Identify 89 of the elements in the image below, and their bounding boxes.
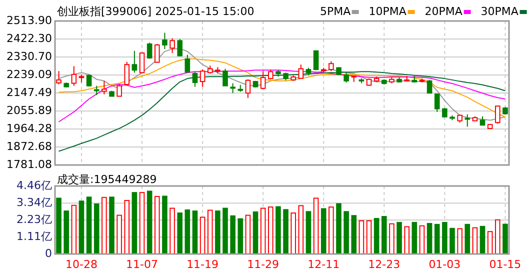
bar — [358, 220, 364, 254]
bar — [480, 226, 486, 254]
bar — [177, 212, 182, 254]
bar — [450, 228, 455, 254]
bar — [192, 210, 198, 254]
legend-label: 20PMA — [424, 5, 463, 18]
y-tick-label: 2330.70 — [6, 50, 52, 64]
x-tick-label: 11-29 — [247, 258, 280, 271]
bar — [71, 204, 77, 254]
bar — [200, 216, 206, 254]
bar — [495, 219, 500, 254]
y-tick-label: 0 — [45, 247, 52, 260]
x-tick-label: 10-28 — [66, 258, 98, 271]
bar — [472, 227, 478, 254]
bar — [170, 208, 175, 254]
bar — [230, 215, 236, 254]
bar — [124, 200, 130, 254]
bar — [132, 192, 138, 254]
bar — [389, 223, 394, 254]
bar — [116, 214, 122, 254]
bar — [102, 196, 107, 254]
bar — [382, 216, 387, 254]
bar — [396, 222, 402, 254]
x-tick-label: 11-07 — [126, 258, 158, 271]
bar — [94, 203, 100, 254]
bar — [162, 196, 168, 254]
bar — [457, 228, 462, 254]
bar — [434, 224, 440, 254]
chart-title: 成交量:195449289 — [57, 173, 157, 186]
bar — [78, 200, 84, 254]
bar — [238, 218, 244, 254]
bar — [109, 196, 114, 254]
x-tick-label: 12-11 — [308, 258, 340, 271]
bar — [502, 224, 508, 254]
bar — [298, 205, 304, 254]
line-series — [58, 58, 506, 118]
bar — [146, 190, 152, 254]
chart-title: 创业板指[399006] 2025-01-15 15:00 — [57, 5, 254, 18]
y-tick-label: 2422.30 — [6, 32, 52, 46]
bar — [419, 225, 425, 254]
x-tick-label: 01-15 — [489, 258, 522, 271]
bar — [306, 211, 312, 254]
bar — [260, 208, 266, 254]
bar — [64, 210, 69, 254]
bar — [487, 231, 493, 254]
y-tick-label: 2513.90 — [6, 14, 52, 28]
legend-label: 30PMA — [480, 5, 519, 18]
bar — [290, 212, 296, 254]
bar — [56, 198, 62, 254]
bar — [351, 215, 357, 254]
bar — [328, 206, 334, 254]
bar — [268, 206, 274, 254]
bar — [412, 222, 418, 254]
bar — [154, 196, 160, 254]
bar — [86, 196, 92, 254]
bar — [404, 226, 410, 254]
y-tick-label: 1964.28 — [6, 122, 52, 136]
bar — [252, 211, 258, 254]
bar — [426, 223, 432, 254]
bar — [442, 222, 448, 254]
bar — [184, 209, 190, 254]
bar — [313, 198, 319, 254]
y-tick-label: 1872.68 — [6, 140, 52, 154]
x-tick-label: 12-23 — [368, 258, 400, 271]
bar — [374, 218, 380, 254]
y-tick-label: 4.46亿 — [16, 179, 52, 192]
y-tick-label: 2147.49 — [6, 86, 52, 100]
y-tick-label: 2055.89 — [6, 104, 52, 118]
y-tick-label: 3.34亿 — [16, 196, 52, 210]
bar — [366, 220, 372, 254]
bar — [344, 211, 349, 254]
bar — [276, 206, 281, 254]
y-tick-label: 1781.08 — [6, 158, 52, 172]
bar — [139, 192, 145, 254]
bar — [207, 210, 213, 254]
x-tick-label: 11-19 — [186, 258, 219, 271]
bar — [215, 210, 220, 254]
legend-label: 10PMA — [368, 5, 407, 18]
bar — [283, 209, 288, 254]
bar — [320, 208, 326, 254]
y-tick-label: 1.11亿 — [16, 230, 52, 244]
x-tick-label: 01-03 — [428, 258, 461, 271]
bar — [336, 203, 342, 254]
y-tick-label: 2.23亿 — [16, 213, 52, 226]
legend-label: 5PMA — [320, 5, 352, 18]
bar — [245, 214, 251, 254]
bar — [222, 208, 228, 254]
bar — [464, 224, 470, 254]
y-tick-label: 2239.09 — [6, 68, 52, 82]
